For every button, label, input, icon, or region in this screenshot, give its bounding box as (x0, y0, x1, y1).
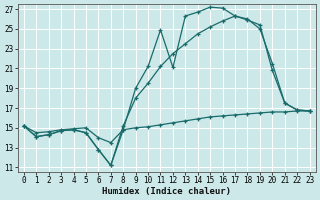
X-axis label: Humidex (Indice chaleur): Humidex (Indice chaleur) (102, 187, 231, 196)
